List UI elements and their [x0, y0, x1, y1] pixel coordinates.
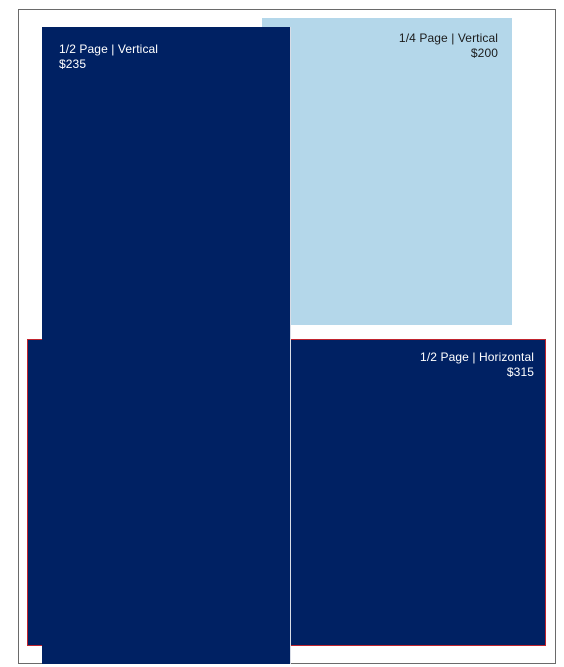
half-page-horizontal-title: 1/2 Page | Horizontal: [420, 350, 534, 364]
half-page-horizontal-label: 1/2 Page | Horizontal $315: [420, 350, 534, 380]
quarter-page-vertical-ad-block: 1/4 Page | Vertical $200: [262, 18, 512, 325]
quarter-page-vertical-price: $200: [470, 46, 498, 60]
half-page-vertical-title: 1/2 Page | Vertical: [59, 42, 159, 56]
half-page-vertical-label: 1/2 Page | Vertical $235: [59, 42, 158, 72]
half-page-horizontal-price: $315: [506, 365, 534, 379]
half-page-vertical-price: $235: [59, 57, 87, 71]
half-page-vertical-ad-block: 1/2 Page | Vertical $235: [42, 27, 291, 664]
quarter-page-vertical-label: 1/4 Page | Vertical $200: [399, 31, 498, 61]
quarter-page-vertical-title: 1/4 Page | Vertical: [398, 31, 498, 45]
